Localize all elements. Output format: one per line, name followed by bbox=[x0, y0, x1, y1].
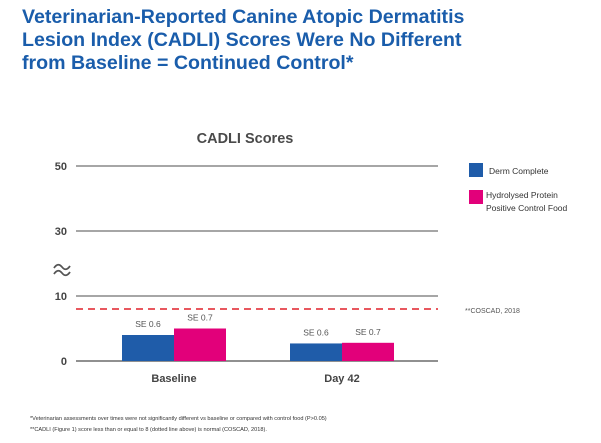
threshold-label: **COSCAD, 2018 bbox=[465, 308, 520, 315]
legend-label-control-food-line-1: Hydrolysed Protein bbox=[486, 190, 558, 200]
legend-swatch-derm-complete bbox=[469, 163, 483, 177]
bar-control-food-1 bbox=[342, 342, 394, 361]
page-title-line-3: from Baseline = Continued Control* bbox=[22, 52, 354, 74]
bar-control-food-0 bbox=[174, 328, 226, 361]
bar-se-label: SE 0.7 bbox=[355, 327, 381, 337]
page-title-line-1: Veterinarian-Reported Canine Atopic Derm… bbox=[22, 6, 465, 28]
bar-derm-complete-0 bbox=[122, 335, 174, 361]
legend-label-derm-complete: Derm Complete bbox=[489, 166, 549, 176]
bar-derm-complete-1 bbox=[290, 343, 342, 361]
footnotes: *Veterinarian assessments over times wer… bbox=[30, 414, 327, 436]
bar-se-label: SE 0.7 bbox=[187, 313, 213, 323]
x-category-label: Baseline bbox=[151, 373, 196, 385]
y-tick-label: 50 bbox=[55, 161, 67, 173]
y-tick-label: 0 bbox=[61, 356, 67, 368]
bar-se-label: SE 0.6 bbox=[135, 319, 161, 329]
axis-break-icon bbox=[53, 269, 71, 277]
footnote-significance: *Veterinarian assessments over times wer… bbox=[30, 416, 327, 422]
axis-break-icon bbox=[53, 263, 71, 271]
page-title: Veterinarian-Reported Canine Atopic Derm… bbox=[22, 6, 592, 75]
y-tick-label: 30 bbox=[55, 226, 67, 238]
legend-swatch-control-food bbox=[469, 190, 483, 204]
legend-label-control-food-line-2: Positive Control Food bbox=[486, 203, 568, 213]
x-category-label: Day 42 bbox=[324, 373, 359, 385]
chart-title: CADLI Scores bbox=[197, 131, 294, 147]
y-tick-label: 10 bbox=[55, 291, 67, 303]
footnote-cadli-normal: **CADLI (Figure 1) score less than or eq… bbox=[30, 427, 267, 433]
bar-se-label: SE 0.6 bbox=[303, 327, 329, 337]
page-title-line-2: Lesion Index (CADLI) Scores Were No Diff… bbox=[22, 29, 462, 51]
